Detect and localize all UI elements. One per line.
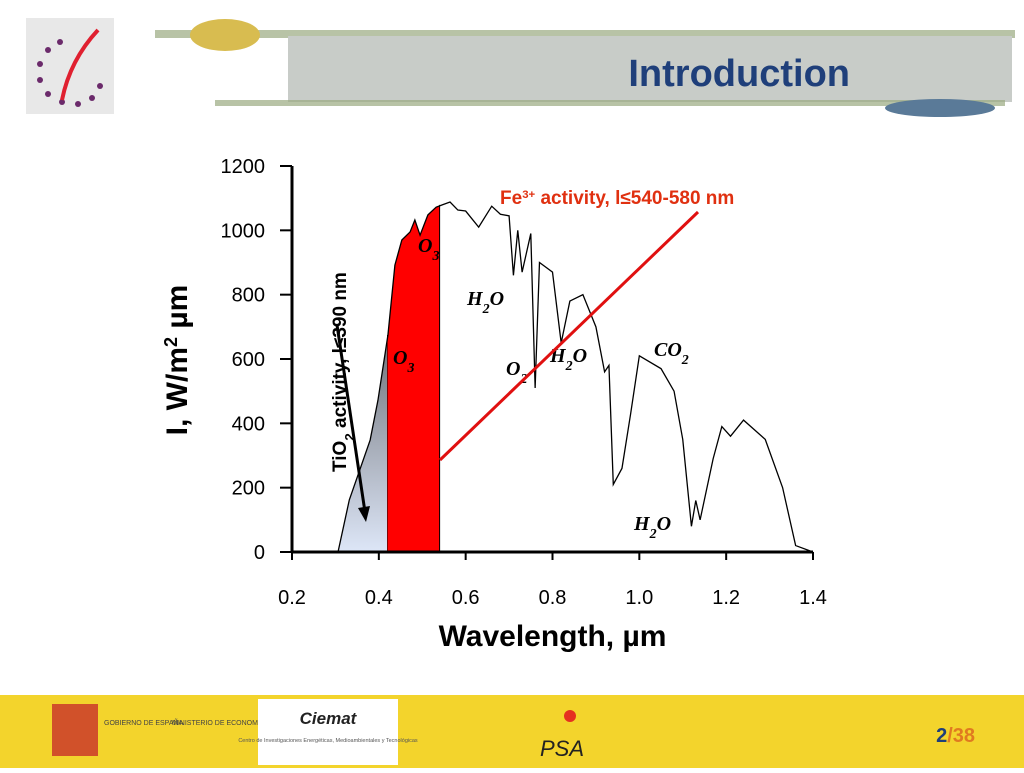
x-tick-label: 1.2 [712, 587, 740, 609]
y-tick-label: 1200 [221, 156, 266, 178]
spectrum-line [337, 201, 814, 553]
ciemat-subtitle: Centro de Investigaciones Energéticas, M… [238, 738, 418, 744]
label-part: 2 [342, 433, 357, 440]
psa-logo: PSA [540, 736, 584, 761]
y-tick-label: 800 [232, 285, 265, 307]
activity-band [387, 205, 440, 552]
label-part: H [466, 288, 484, 310]
label: Fe3+ activity, l≤540-580 nm [500, 188, 734, 209]
label-part: O [418, 235, 432, 257]
gov-text: GOBIERNO DE ESPAÑA [104, 718, 184, 727]
x-tick-label: 0.6 [452, 587, 480, 609]
banner-stroke [155, 30, 1015, 38]
ciemat-logo: Ciemat [300, 709, 358, 728]
label-part: 3+ [522, 189, 535, 201]
slide-title: Introduction [628, 53, 850, 95]
x-axis-title: Wavelength, µm [439, 620, 667, 653]
psa-sun [564, 710, 576, 722]
label-part: CO [654, 339, 682, 361]
x-tick-label: 0.4 [365, 587, 393, 609]
label-part: O [393, 347, 407, 369]
label-part: H [633, 513, 651, 535]
banner-blot [190, 19, 260, 51]
label-part: 3 [406, 361, 414, 376]
label-part: O [506, 358, 520, 380]
x-tick-label: 1.4 [799, 587, 827, 609]
logo-branch [60, 28, 100, 101]
y-tick-label: 400 [232, 413, 265, 435]
tio2-pointer [335, 324, 367, 513]
label-part: activity, l≤540-580 nm [535, 188, 734, 209]
arrowhead [358, 506, 370, 522]
label: O3 [393, 347, 414, 376]
label-part: Fe [500, 188, 522, 209]
y-tick-label: 600 [232, 349, 265, 371]
label-part: 2 [649, 527, 657, 542]
y-tick-label: 200 [232, 478, 265, 500]
fe-pointer [438, 210, 700, 462]
label: O2 [506, 358, 527, 387]
page-total: /38 [947, 725, 975, 747]
label-part: I, W/m [161, 347, 194, 435]
label-part: 2 [565, 359, 573, 374]
label-part: TiO [330, 441, 351, 472]
label-part: O [657, 513, 671, 535]
footer-band [0, 695, 1024, 768]
chart: 0 200 400 600 800 1000 1200 0.2 0.4 0.6 0.8 1.0 1.2 1… [161, 156, 827, 653]
banner-stroke [215, 100, 1005, 106]
label-part: 2 [681, 353, 689, 368]
x-tick-label: 0.2 [278, 587, 306, 609]
label: H2O [633, 513, 671, 542]
label: I, W/m2 µm [161, 285, 194, 436]
banner-blot [885, 99, 995, 117]
y-tick-label: 1000 [221, 220, 266, 242]
label-part: µm [161, 285, 194, 337]
x-tick-label: 1.0 [625, 587, 653, 609]
banner [288, 36, 1012, 102]
label: O3 [418, 235, 439, 264]
x-tick-label: 0.8 [539, 587, 567, 609]
label-part: O [573, 345, 587, 367]
logo-stars [37, 39, 103, 107]
label-part: O [490, 288, 504, 310]
label-part: 3 [431, 249, 439, 264]
ministry-text: MINISTERIO DE ECONOMÍA Y COMPETITIVIDAD [172, 718, 332, 727]
ciemat-box [258, 699, 398, 765]
y-tick-label: 0 [254, 542, 265, 564]
label: H2O [466, 288, 504, 317]
page-number: 2 [936, 725, 947, 747]
coat-of-arms [52, 704, 98, 756]
label-part: 2 [161, 337, 181, 347]
label-part: 2 [482, 302, 490, 317]
label: CO2 [654, 339, 689, 368]
